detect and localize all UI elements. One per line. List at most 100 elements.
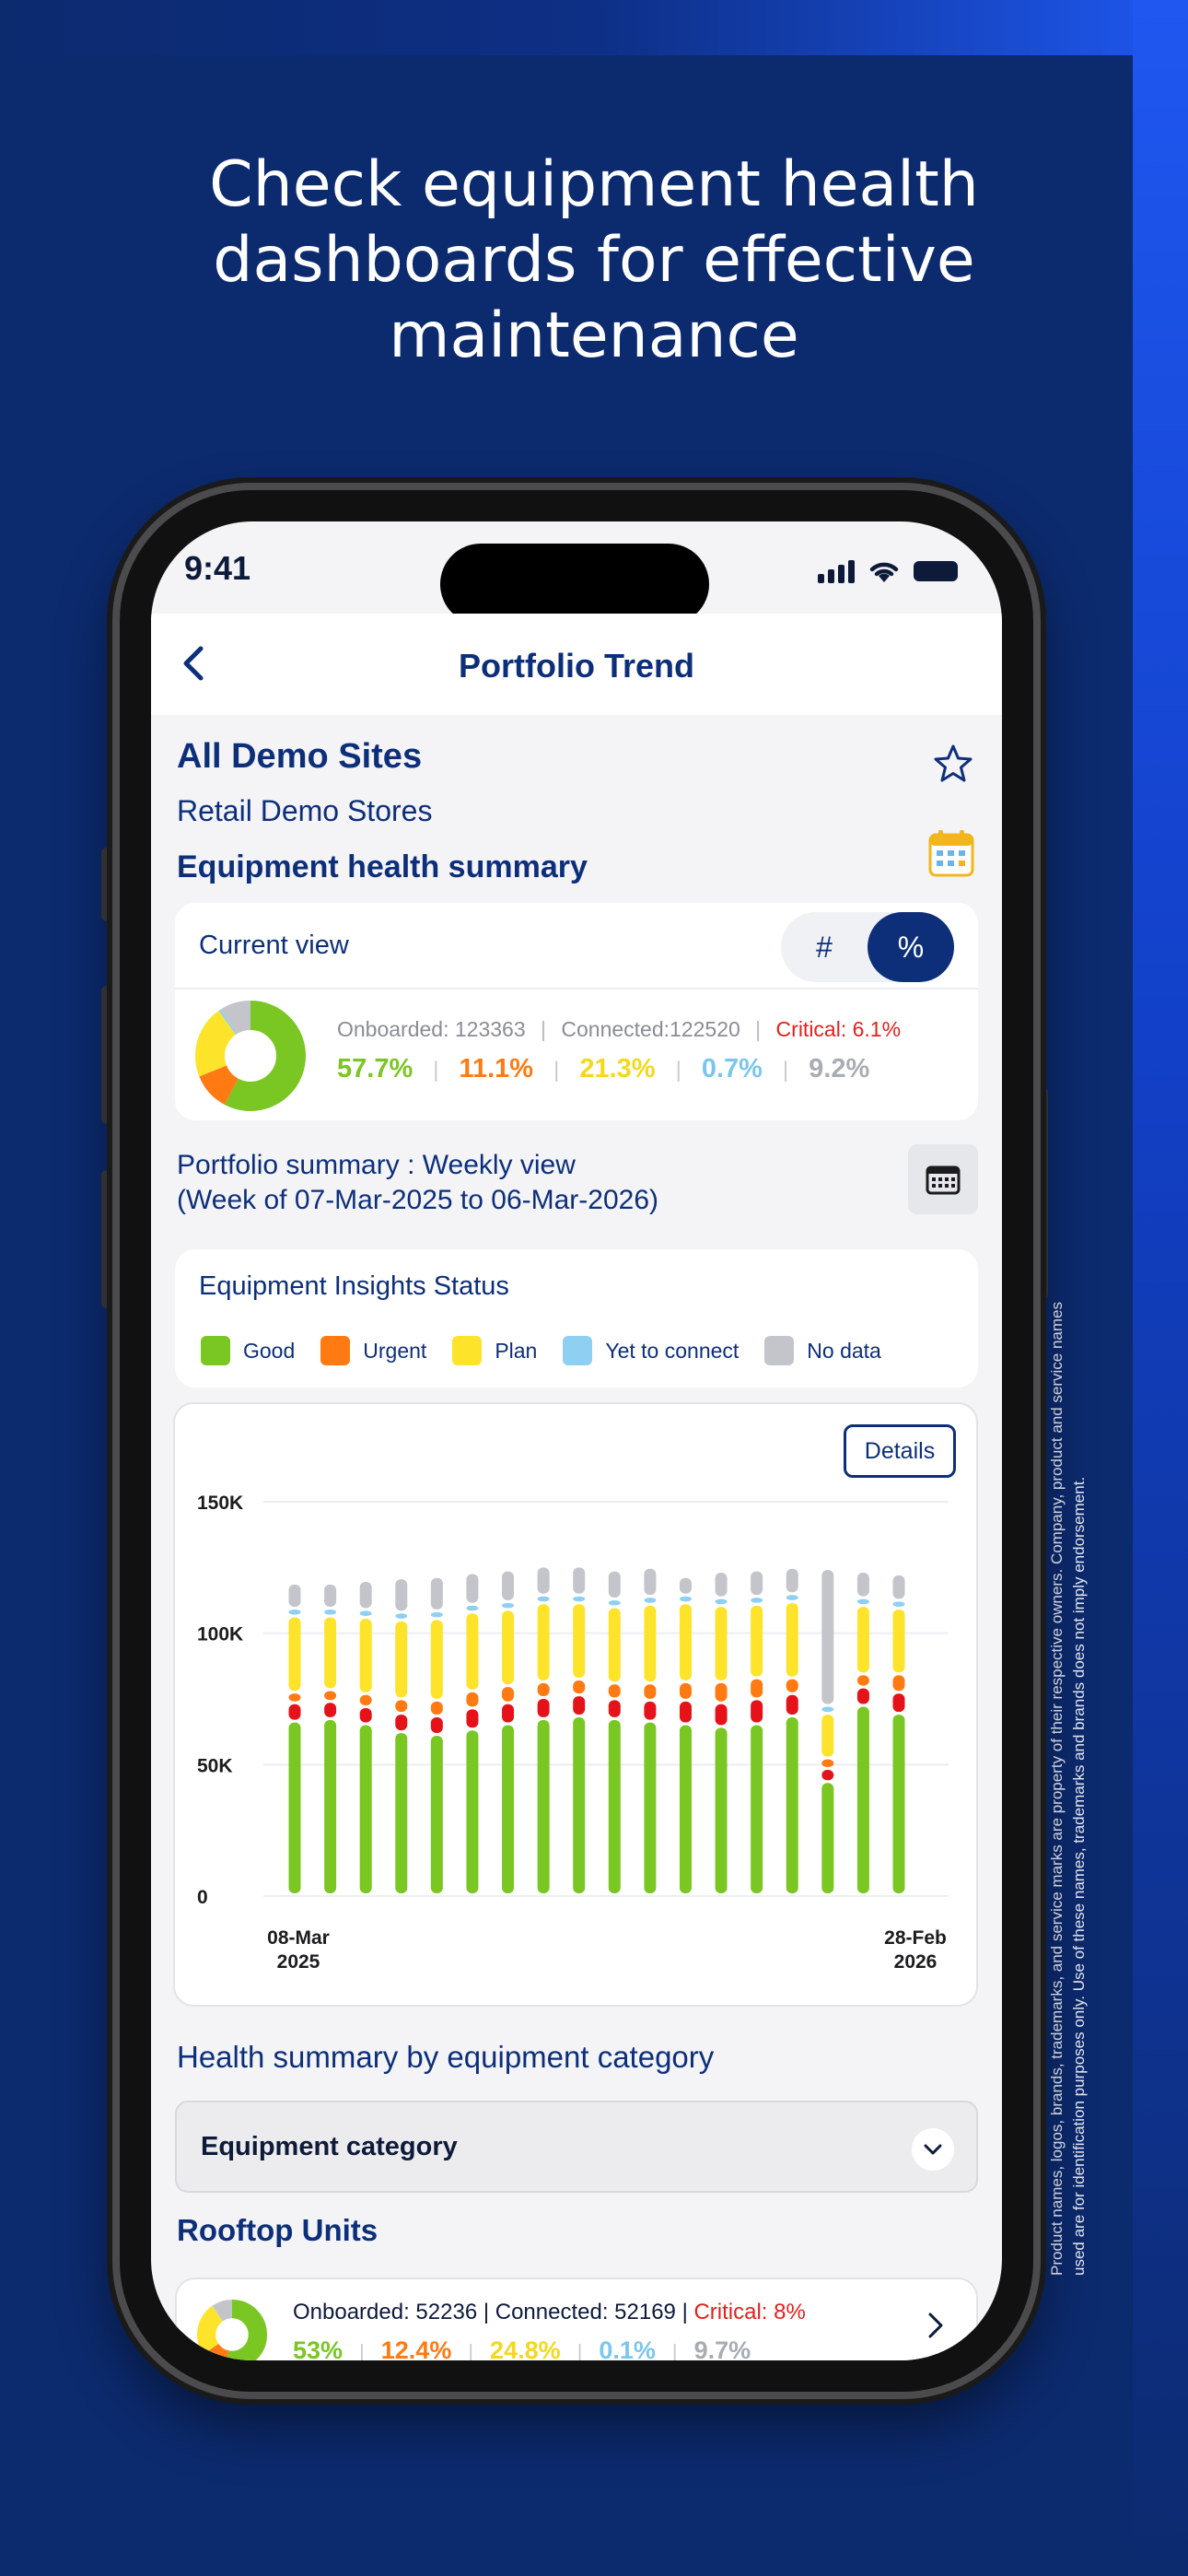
week-picker-button[interactable]	[908, 1144, 978, 1214]
bar-17-urgent	[892, 1675, 905, 1692]
pct-plan: 21.3%	[579, 1054, 656, 1083]
bar-6-urgent	[502, 1687, 515, 1702]
bar-14-nodata	[786, 1568, 798, 1593]
bar-1-urgent	[324, 1691, 337, 1701]
bar-10-critical	[644, 1701, 657, 1720]
bar-4-good	[430, 1735, 443, 1893]
bar-14-good	[786, 1716, 798, 1893]
bar-16-critical	[856, 1688, 869, 1704]
bar-17-plan	[892, 1609, 905, 1673]
bar-12-nodata	[715, 1573, 728, 1597]
bar-4-yet	[430, 1611, 443, 1618]
bar-11-nodata	[679, 1577, 692, 1594]
bar-15-urgent	[821, 1759, 834, 1768]
rooftop-donut-chart	[197, 2300, 267, 2360]
calendar-icon[interactable]	[928, 829, 974, 877]
equipment-category-select[interactable]: Equipment category	[175, 2101, 978, 2193]
toggle-count-button[interactable]: #	[816, 931, 833, 964]
bar-6-nodata	[502, 1571, 515, 1600]
category-summary-title: Health summary by equipment category	[177, 2040, 715, 2074]
headline-line-2: dashboards for effective	[213, 224, 975, 297]
bar-9-nodata	[608, 1571, 621, 1598]
bar-5-urgent	[466, 1692, 479, 1707]
x-end-label-1: 2026	[894, 1951, 938, 1973]
bar-5-yet	[466, 1605, 479, 1611]
y-tick-label: 50K	[197, 1755, 233, 1776]
rooftop-pct-good: 53%	[293, 2336, 344, 2360]
bar-1-yet	[324, 1609, 337, 1615]
bar-2-yet	[359, 1610, 372, 1616]
bar-12-yet	[715, 1598, 728, 1605]
bar-4-nodata	[430, 1577, 443, 1610]
bar-6-good	[502, 1725, 515, 1893]
bar-11-critical	[679, 1701, 692, 1723]
favorite-star-icon[interactable]	[932, 743, 974, 785]
pct-no-data: 9.2%	[809, 1054, 870, 1083]
status-time: 9:41	[184, 549, 251, 587]
wifi-icon	[869, 562, 899, 582]
bar-11-yet	[679, 1596, 692, 1602]
bar-15-plan	[821, 1715, 834, 1757]
status-icons	[818, 558, 958, 584]
x-start-label-0: 08-Mar	[267, 1927, 330, 1949]
overview-stats: Onboarded: 123363 | Connected:122520 | C…	[337, 1017, 902, 1041]
headline-line-3: maintenance	[389, 299, 799, 372]
details-button[interactable]: Details	[844, 1424, 956, 1478]
bar-3-yet	[395, 1613, 408, 1619]
bar-3-plan	[395, 1621, 408, 1698]
back-chevron-icon[interactable]	[177, 645, 214, 682]
bar-7-nodata	[537, 1567, 550, 1594]
bar-13-plan	[751, 1605, 763, 1677]
bar-2-urgent	[359, 1694, 372, 1705]
phone-screen: 9:41 Portfolio Trend All Demo Sites Reta…	[151, 521, 1002, 2360]
bar-11-plan	[679, 1604, 692, 1680]
toggle-percent-button[interactable]: %	[868, 912, 954, 982]
rooftop-counts: Onboarded: 52236 | Connected: 52169 |	[293, 2300, 694, 2324]
bar-11-good	[679, 1725, 692, 1893]
bar-9-yet	[608, 1600, 621, 1606]
bar-2-nodata	[359, 1582, 372, 1609]
background-top	[0, 0, 1188, 55]
bar-0-critical	[288, 1704, 301, 1720]
connected-count: Connected:122520	[561, 1017, 740, 1041]
keyboard-calendar-icon	[926, 1165, 961, 1195]
bar-16-nodata	[856, 1573, 869, 1597]
action-button	[101, 848, 114, 921]
disclaimer-text: Product names, logos, brands, trademarks…	[1048, 1302, 1088, 2276]
bar-14-urgent	[786, 1679, 798, 1692]
bar-4-urgent	[430, 1701, 443, 1715]
insights-title: Equipment Insights Status	[199, 1271, 509, 1301]
legend-urgent: Urgent	[320, 1336, 426, 1365]
bar-8-urgent	[573, 1680, 586, 1694]
portfolio-summary-line-1: Portfolio summary : Weekly view	[177, 1150, 576, 1180]
bar-7-urgent	[537, 1682, 550, 1696]
rooftop-units-title: Rooftop Units	[177, 2213, 379, 2247]
rooftop-critical: Critical: 8%	[693, 2300, 806, 2324]
bar-1-plan	[324, 1617, 337, 1689]
nav-title: Portfolio Trend	[459, 647, 694, 685]
rooftop-units-card[interactable]: Onboarded: 52236 | Connected: 52169 | Cr…	[175, 2277, 978, 2360]
bar-3-critical	[395, 1715, 408, 1731]
y-tick-label: 150K	[197, 1493, 243, 1514]
bar-0-nodata	[288, 1584, 301, 1607]
nav-bar: Portfolio Trend	[151, 614, 1002, 715]
bar-2-plan	[359, 1618, 372, 1692]
bar-8-yet	[573, 1596, 586, 1602]
bar-8-good	[573, 1716, 586, 1893]
bar-13-yet	[751, 1598, 763, 1603]
rooftop-donut-slice-4	[197, 2300, 267, 2360]
signal-icon	[818, 559, 855, 583]
pct-yet-to-connect: 0.7%	[701, 1054, 763, 1083]
y-tick-label: 100K	[197, 1624, 243, 1645]
bar-1-good	[324, 1719, 337, 1893]
bar-8-critical	[573, 1696, 586, 1715]
legend-yet-to-connect: Yet to connect	[563, 1336, 739, 1365]
rooftop-pct-nodata: 9.7%	[693, 2336, 751, 2360]
insights-status-card: Equipment Insights Status Good Urgent Pl…	[175, 1249, 978, 1388]
bar-16-good	[856, 1706, 869, 1893]
bar-9-urgent	[608, 1684, 621, 1698]
bar-12-critical	[715, 1704, 728, 1726]
bar-1-critical	[324, 1703, 337, 1717]
battery-icon	[914, 561, 958, 581]
